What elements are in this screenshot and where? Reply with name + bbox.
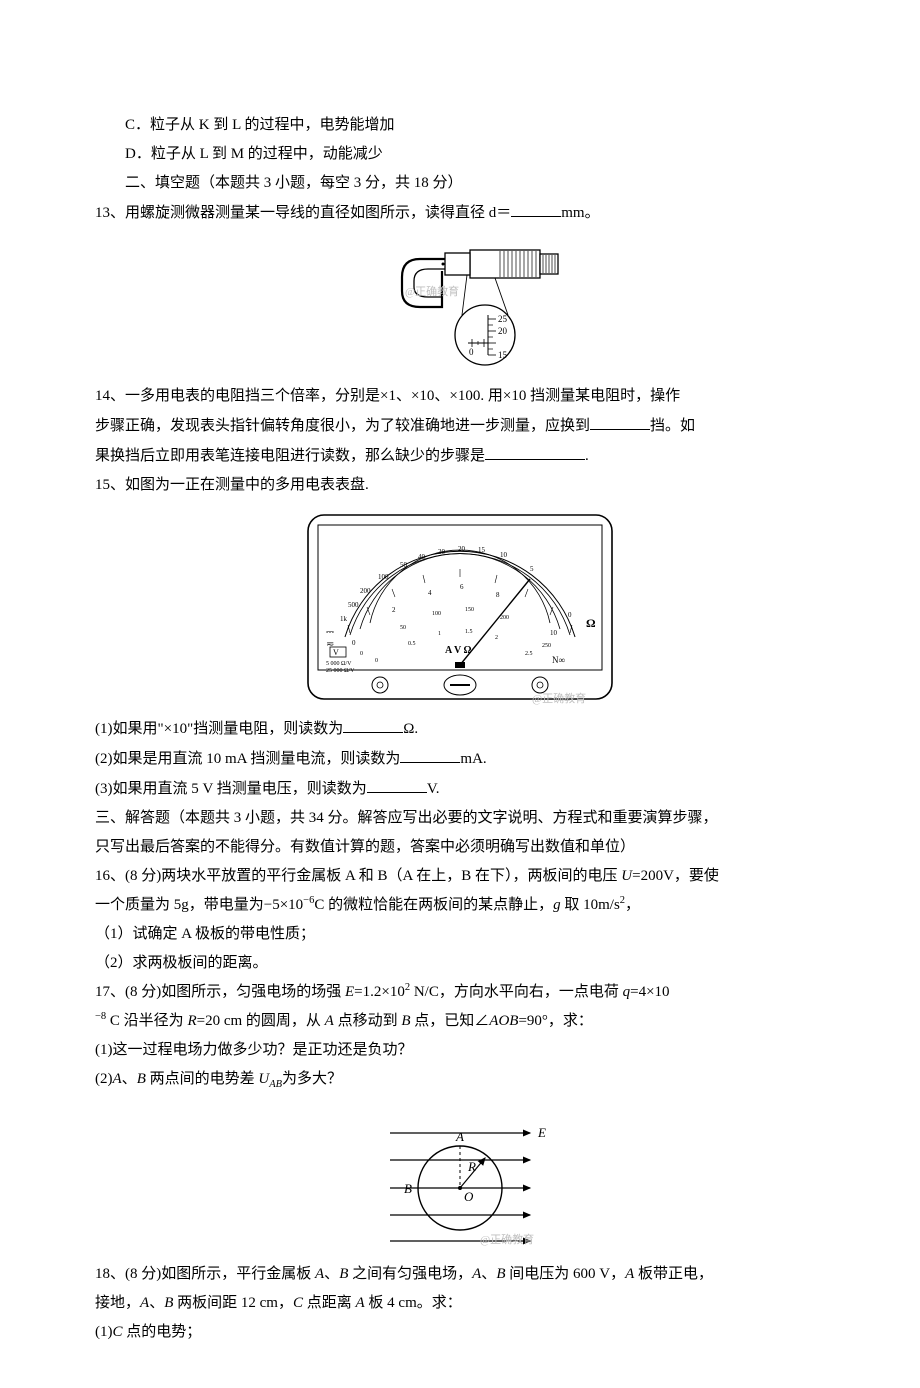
svg-text:8: 8 xyxy=(496,591,500,599)
svg-text:R: R xyxy=(467,1159,476,1174)
circle-field-figure: A B O R E @正确教育 xyxy=(95,1103,825,1253)
svg-text:150: 150 xyxy=(465,607,474,613)
svg-text:50: 50 xyxy=(400,625,406,631)
svg-text:25 000 Ω/V: 25 000 Ω/V xyxy=(326,668,355,674)
q14-line-c: 果换挡后立即用表笔连接电阻进行读数，那么缺少的步骤是. xyxy=(95,442,825,470)
q17-a: 17、(8 分)如图所示，匀强电场的场强 E=1.2×102 N/C，方向水平向… xyxy=(95,979,825,1006)
svg-text:10: 10 xyxy=(550,629,558,637)
svg-text:0: 0 xyxy=(568,611,572,619)
q15-1: (1)如果用"×10"挡测量电阻，则读数为Ω. xyxy=(95,715,825,743)
svg-text:2: 2 xyxy=(495,635,498,641)
svg-text:2.5: 2.5 xyxy=(525,651,533,657)
q18-b: 接地，A、B 两板间距 12 cm，C 点距离 A 板 4 cm。求： xyxy=(95,1290,825,1317)
svg-text:200: 200 xyxy=(360,587,371,595)
q17-2: (2)A、B 两点间的电势差 UAB为多大？ xyxy=(95,1066,825,1095)
q13-suffix: mm。 xyxy=(561,205,599,221)
svg-text:40: 40 xyxy=(418,553,426,561)
q15-2: (2)如果是用直流 10 mA 挡测量电流，则读数为mA. xyxy=(95,745,825,773)
micrometer-figure: 25 20 15 0 @正确教育 xyxy=(95,235,825,375)
q16-1: （1）试确定 A 极板的带电性质； xyxy=(95,921,825,948)
svg-text:15: 15 xyxy=(498,350,508,360)
svg-text:4: 4 xyxy=(428,589,432,597)
svg-text:2: 2 xyxy=(392,606,396,614)
svg-text:A V Ω: A V Ω xyxy=(445,645,472,656)
svg-text:50: 50 xyxy=(400,561,408,569)
svg-text:@正确教育: @正确教育 xyxy=(532,691,586,705)
svg-text:20: 20 xyxy=(498,326,508,336)
svg-text:5: 5 xyxy=(530,565,534,573)
svg-text:A: A xyxy=(455,1129,464,1144)
q17-b: −8 C 沿半径为 R=20 cm 的圆周，从 A 点移动到 B 点，已知∠AO… xyxy=(95,1008,825,1035)
q16-a: 16、(8 分)两块水平放置的平行金属板 A 和 B（A 在上，B 在下），两板… xyxy=(95,863,825,890)
svg-text:B: B xyxy=(404,1181,412,1196)
option-c: C．粒子从 K 到 L 的过程中，电势能增加 xyxy=(95,112,825,139)
svg-text:0: 0 xyxy=(375,658,378,664)
svg-text:Ω: Ω xyxy=(586,616,596,630)
svg-text:500: 500 xyxy=(348,601,359,609)
svg-text:0: 0 xyxy=(352,639,356,647)
svg-text:0: 0 xyxy=(469,347,474,357)
q15-2-blank xyxy=(400,745,460,763)
option-d: D．粒子从 L 到 M 的过程中，动能减少 xyxy=(95,141,825,168)
q17-1: (1)这一过程电场力做多少功？是正功还是负功？ xyxy=(95,1037,825,1064)
q13-blank xyxy=(511,199,561,217)
q14-line-b: 步骤正确，发现表头指针偏转角度很小，为了较准确地进一步测量，应换到挡。如 xyxy=(95,412,825,440)
svg-text:200: 200 xyxy=(500,615,509,621)
section-2-title: 二、填空题（本题共 3 小题，每空 3 分，共 18 分） xyxy=(95,170,825,197)
svg-text:1: 1 xyxy=(438,631,441,637)
svg-text:⎓: ⎓ xyxy=(326,627,334,638)
svg-text:250: 250 xyxy=(542,643,551,649)
svg-text:20: 20 xyxy=(458,545,466,553)
svg-text:25: 25 xyxy=(498,314,508,324)
svg-text:O: O xyxy=(464,1189,474,1204)
svg-text:1k: 1k xyxy=(340,615,348,623)
svg-text:0: 0 xyxy=(360,651,363,657)
q13-line: 13、用螺旋测微器测量某一导线的直径如图所示，读得直径 d＝ mm。 xyxy=(95,199,825,227)
svg-text:30: 30 xyxy=(438,548,446,556)
svg-text:100: 100 xyxy=(432,611,441,617)
q15-3-blank xyxy=(367,775,427,793)
svg-text:1.5: 1.5 xyxy=(465,629,473,635)
q15-3: (3)如果用直流 5 V 挡测量电压，则读数为V. xyxy=(95,775,825,803)
section-3-a: 三、解答题（本题共 3 小题，共 34 分。解答应写出必要的文字说明、方程式和重… xyxy=(95,805,825,832)
multimeter-figure: 1k 500 200 100 50 40 30 20 15 10 5 0 0 2… xyxy=(95,507,825,707)
q15-line: 15、如图为一正在测量中的多用电表表盘. xyxy=(95,472,825,499)
q14-blank-1 xyxy=(590,412,650,430)
section-3-b: 只写出最后答案的不能得分。有数值计算的题，答案中必须明确写出数值和单位） xyxy=(95,834,825,861)
svg-text:6: 6 xyxy=(460,583,464,591)
q18-1: (1)C 点的电势； xyxy=(95,1319,825,1346)
svg-text:15: 15 xyxy=(478,546,486,554)
q15-1-blank xyxy=(343,715,403,733)
svg-text:5 000 Ω/V: 5 000 Ω/V xyxy=(326,661,352,667)
svg-text:@正确教育: @正确教育 xyxy=(480,1232,534,1246)
q14-line-a: 14、一多用电表的电阻挡三个倍率，分别是×1、×10、×100. 用×10 挡测… xyxy=(95,383,825,410)
svg-text:≂: ≂ xyxy=(326,639,334,650)
svg-text:@正确教育: @正确教育 xyxy=(405,284,459,298)
svg-text:100: 100 xyxy=(378,573,389,581)
q13-prefix: 13、用螺旋测微器测量某一导线的直径如图所示，读得直径 d＝ xyxy=(95,205,511,221)
q18-a: 18、(8 分)如图所示，平行金属板 A、B 之间有匀强电场，A、B 间电压为 … xyxy=(95,1261,825,1288)
svg-text:10: 10 xyxy=(500,551,508,559)
q14-blank-2 xyxy=(485,442,585,460)
q16-2: （2）求两极板间的距离。 xyxy=(95,950,825,977)
svg-text:0.5: 0.5 xyxy=(408,641,416,647)
q16-b: 一个质量为 5g，带电量为−5×10−6C 的微粒恰能在两板间的某点静止，g 取… xyxy=(95,892,825,919)
svg-text:N∞: N∞ xyxy=(552,655,565,665)
svg-text:E: E xyxy=(537,1125,546,1140)
